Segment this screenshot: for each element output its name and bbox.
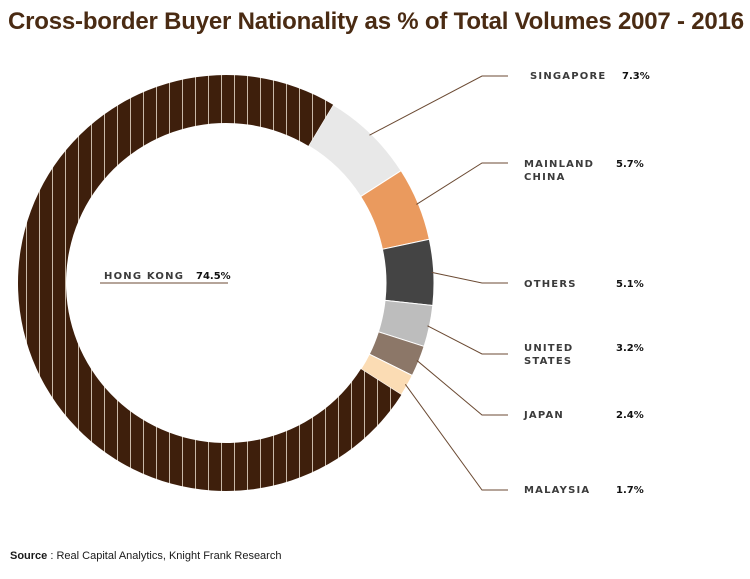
value-singapore: 7.3%: [622, 71, 650, 82]
label-others: OTHERS: [524, 279, 577, 290]
slice-others: [381, 238, 435, 307]
label-mainland-china-line-2: CHINA: [524, 172, 566, 183]
leader-line-mainland-china: [416, 162, 508, 205]
label-japan: JAPAN: [523, 410, 564, 421]
leader-line-united-states: [427, 325, 508, 355]
leader-line-malaysia: [404, 384, 508, 491]
source-prefix: Source: [10, 550, 48, 562]
label-hong-kong: HONG KONG: [104, 271, 184, 282]
label-mainland-china-line-1: MAINLAND: [524, 159, 594, 170]
label-malaysia: MALAYSIA: [524, 485, 590, 496]
value-united-states: 3.2%: [616, 343, 644, 354]
value-malaysia: 1.7%: [616, 485, 644, 496]
leader-line-others: [431, 271, 508, 284]
value-others: 5.1%: [616, 279, 644, 290]
leader-line-singapore: [369, 75, 508, 136]
value-japan: 2.4%: [616, 410, 644, 421]
leader-line-japan: [416, 360, 508, 416]
chart-title: Cross-border Buyer Nationality as % of T…: [8, 8, 744, 35]
source-text: : Real Capital Analytics, Knight Frank R…: [47, 550, 282, 562]
label-singapore: SINGAPORE: [530, 71, 606, 82]
value-hong-kong: 74.5%: [196, 271, 231, 282]
label-united-states-line-2: STATES: [524, 356, 572, 367]
label-united-states-line-1: UNITED: [524, 343, 573, 354]
slice-malaysia: [360, 353, 413, 396]
source-note: Source : Real Capital Analytics, Knight …: [10, 550, 281, 562]
value-mainland-china: 5.7%: [616, 159, 644, 170]
